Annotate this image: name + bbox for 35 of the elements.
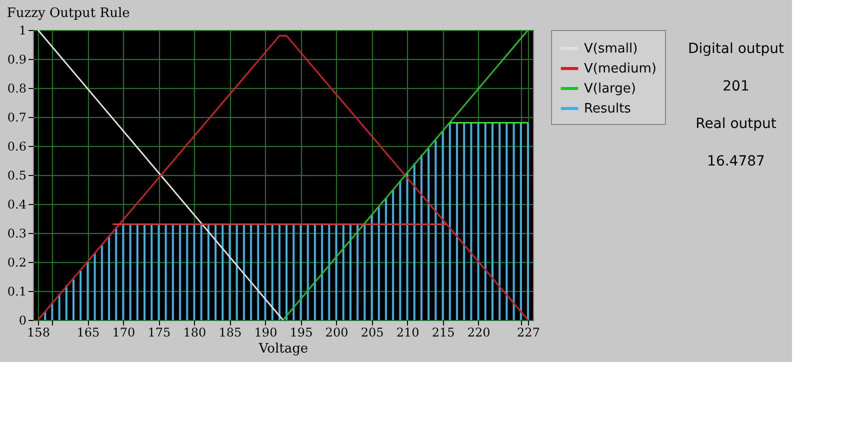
y-tick-label: 0.5 xyxy=(7,168,26,182)
x-tick-label: 220 xyxy=(467,326,490,340)
chart-title: Fuzzy Output Rule xyxy=(6,6,130,21)
legend-label: V(medium) xyxy=(584,62,656,76)
text: Digital output xyxy=(688,40,785,57)
x-tick-label: 165 xyxy=(76,326,100,340)
x-tick-label: 190 xyxy=(254,326,278,340)
y-tick-label: 0.9 xyxy=(7,52,26,66)
text: 16.4787 xyxy=(707,153,765,170)
legend-label: V(large) xyxy=(584,82,636,96)
x-tick-label: 210 xyxy=(396,326,420,340)
x-tick-label: 158 xyxy=(27,326,50,340)
x-tick-label: 227 xyxy=(517,326,540,340)
y-tick-label: 0.2 xyxy=(7,256,26,270)
text: Real output xyxy=(696,116,777,132)
legend-label: Results xyxy=(584,102,632,116)
x-tick-label: 185 xyxy=(218,326,242,340)
y-tick-label: 0.6 xyxy=(7,140,26,154)
x-tick-label: 170 xyxy=(112,326,136,340)
x-tick-label: 215 xyxy=(432,326,455,340)
legend-label: V(small) xyxy=(584,42,638,56)
x-tick-label: 205 xyxy=(360,326,384,340)
x-tick-label: 175 xyxy=(148,326,171,340)
y-tick-label: 0.7 xyxy=(7,110,26,124)
y-tick-label: 0.1 xyxy=(7,284,26,298)
y-tick-label: 0.3 xyxy=(7,226,26,240)
text: 201 xyxy=(722,78,750,94)
y-tick-label: 0.4 xyxy=(7,198,27,212)
x-tick-label: 200 xyxy=(325,326,348,340)
x-axis-title: Voltage xyxy=(258,342,308,356)
y-tick-label: 0.8 xyxy=(7,82,26,96)
y-tick-label: 0 xyxy=(18,314,26,328)
x-tick-label: 180 xyxy=(183,326,206,340)
x-tick-label: 195 xyxy=(290,326,313,340)
y-tick-label: 1 xyxy=(18,24,26,38)
